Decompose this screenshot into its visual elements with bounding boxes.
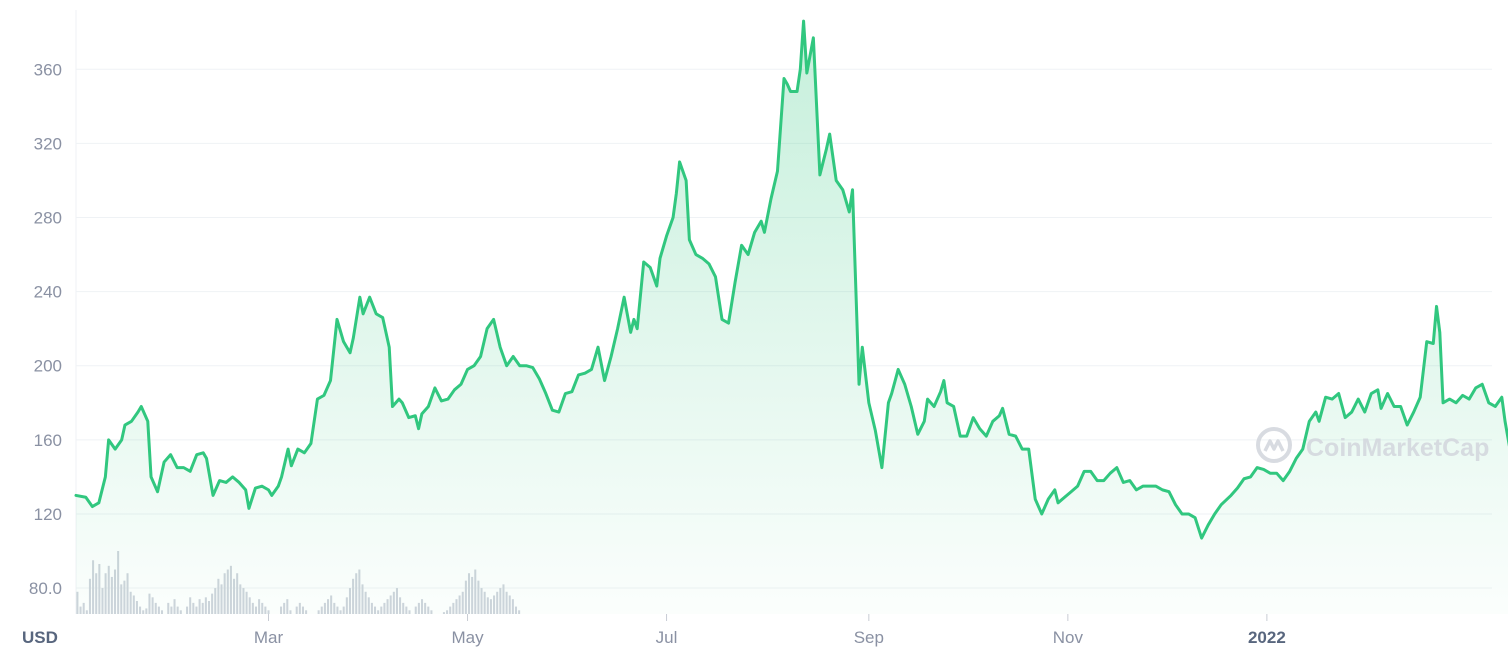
coinmarketcap-logo-icon — [1256, 427, 1292, 463]
currency-unit-label: USD — [22, 628, 58, 647]
y-tick-label: 200 — [34, 357, 62, 376]
y-tick-label: 360 — [34, 60, 62, 79]
x-tick-label: Sep — [854, 628, 884, 647]
watermark: CoinMarketCap — [1256, 427, 1489, 463]
y-tick-label: 120 — [34, 505, 62, 524]
y-tick-label: 80.0 — [29, 579, 62, 598]
x-tick-label: 2022 — [1248, 628, 1286, 647]
x-tick-label: Jul — [656, 628, 678, 647]
x-tick-label: May — [451, 628, 484, 647]
x-axis-ticks: Mar May Jul Sep Nov 2022 — [254, 614, 1286, 647]
x-tick-label: Mar — [254, 628, 284, 647]
y-tick-label: 160 — [34, 431, 62, 450]
watermark-text: CoinMarketCap — [1306, 434, 1489, 462]
x-tick-label: Nov — [1053, 628, 1084, 647]
y-tick-label: 320 — [34, 134, 62, 153]
price-line — [74, 19, 1508, 540]
y-axis-ticks: 80.0 120 160 200 240 280 320 360 — [29, 60, 62, 598]
price-area-fill — [76, 21, 1508, 614]
y-tick-label: 240 — [34, 283, 62, 302]
y-tick-label: 280 — [34, 209, 62, 228]
